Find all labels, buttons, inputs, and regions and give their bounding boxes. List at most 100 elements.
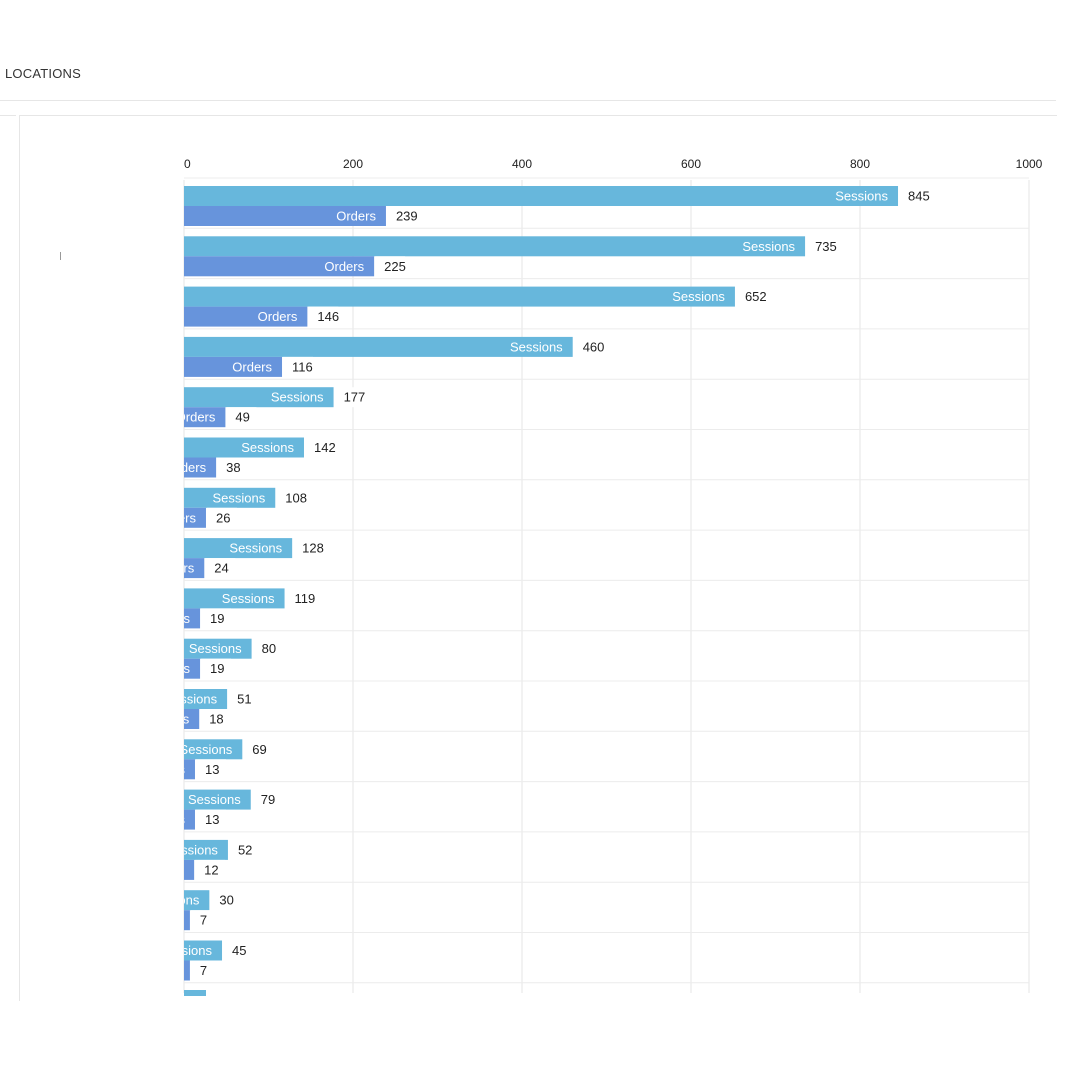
- panel-divider: [0, 115, 16, 116]
- bar-series-label: Sessions: [835, 189, 888, 204]
- bar-value-bg: [200, 709, 231, 729]
- bar-value-bg: [228, 689, 259, 709]
- bar-series-label: Orders: [176, 410, 216, 425]
- bar-series-label: Orders: [149, 712, 189, 727]
- bar-value-bg: [226, 407, 257, 428]
- bar-orders: [184, 709, 200, 729]
- bar-value-label: 128: [302, 541, 324, 556]
- bar-orders: [184, 960, 190, 981]
- bar-series-label: Orders: [145, 812, 185, 827]
- bar-value-bg: [190, 910, 221, 931]
- bar-value-bg: [223, 940, 254, 961]
- bar-series-label: Orders: [324, 259, 364, 274]
- bar-sessions-partial: [184, 990, 206, 996]
- bar-sessions: [184, 286, 735, 307]
- bar-series-label: Orders: [156, 510, 196, 525]
- bar-orders: [184, 910, 190, 931]
- bar-value-label: 13: [205, 812, 219, 827]
- x-tick-label: 600: [681, 157, 701, 171]
- x-tick-label: 1000: [1016, 157, 1043, 171]
- bar-value-label: 146: [317, 309, 339, 324]
- bar-series-label: Sessions: [188, 792, 241, 807]
- bar-value-label: 652: [745, 289, 767, 304]
- bar-series-label: Sessions: [165, 842, 218, 857]
- bar-orders: [184, 759, 195, 780]
- bar-value-label: 30: [219, 893, 233, 908]
- bar-value-label: 735: [815, 239, 837, 254]
- bar-value-bg: [806, 236, 837, 257]
- bar-orders: [184, 306, 308, 327]
- bar-series-label: Orders: [155, 561, 195, 576]
- bar-value-label: 80: [262, 641, 276, 656]
- bar-value-label: 460: [583, 339, 605, 354]
- bar-series-label: Orders: [145, 762, 185, 777]
- bar-value-label: 24: [214, 561, 228, 576]
- bar-value-label: 108: [285, 490, 307, 505]
- bar-series-label: Orders: [140, 913, 180, 928]
- bar-value-bg: [190, 960, 221, 981]
- bar-value-bg: [205, 558, 236, 579]
- bar-value-bg: [334, 387, 365, 408]
- bar-value-bg: [252, 638, 283, 659]
- bar-orders: [184, 507, 206, 528]
- bar-orders: [184, 558, 205, 579]
- bar-sessions: [184, 739, 243, 760]
- bar-value-label: 142: [314, 440, 336, 455]
- bar-value-label: 12: [204, 862, 218, 877]
- bar-value-label: 116: [292, 359, 313, 374]
- bar-sessions: [184, 236, 806, 257]
- bar-orders: [184, 608, 201, 629]
- bar-value-bg: [228, 839, 259, 860]
- bar-value-label: 79: [261, 792, 275, 807]
- bar-series-label: Sessions: [222, 591, 275, 606]
- bar-value-label: 19: [210, 661, 224, 676]
- bar-value-bg: [195, 859, 226, 880]
- bar-value-label: 19: [210, 611, 224, 626]
- bar-value-bg: [243, 739, 274, 760]
- bar-value-label: 69: [252, 742, 266, 757]
- bar-value-label: 7: [200, 913, 207, 928]
- bar-value-label: 225: [384, 259, 406, 274]
- bar-value-bg: [304, 437, 335, 458]
- bar-series-label: Sessions: [189, 641, 242, 656]
- bar-series-label: Orders: [258, 309, 298, 324]
- bar-series-label: Sessions: [229, 541, 282, 556]
- bar-value-label: 239: [396, 209, 418, 224]
- bar-orders: [184, 356, 283, 377]
- bar-series-label: Sessions: [672, 289, 725, 304]
- bar-value-bg: [573, 336, 604, 357]
- bar-sessions: [184, 890, 210, 911]
- bar-value-label: 845: [908, 189, 930, 204]
- bar-series-label: Orders: [232, 359, 272, 374]
- bar-value-label: 119: [295, 591, 316, 606]
- bar-value-bg: [285, 588, 316, 609]
- section-title: LOCATIONS: [5, 66, 81, 81]
- bar-value-bg: [201, 658, 232, 679]
- bar-value-bg: [206, 507, 237, 528]
- bar-value-label: 18: [209, 712, 223, 727]
- bar-value-label: 7: [200, 963, 207, 978]
- bar-series-label: Sessions: [241, 440, 294, 455]
- bar-value-bg: [899, 186, 930, 206]
- bar-value-label: 49: [235, 410, 249, 425]
- bar-orders: [184, 658, 201, 679]
- bar-sessions: [184, 336, 573, 357]
- bar-value-bg: [375, 256, 406, 277]
- bar-orders: [184, 809, 195, 830]
- bar-series-label: Sessions: [147, 893, 200, 908]
- bar-series-label: Sessions: [159, 943, 212, 958]
- bar-value-label: 45: [232, 943, 246, 958]
- bar-sessions: [184, 689, 228, 709]
- bar-series-label: Orders: [336, 209, 376, 224]
- bar-value-bg: [195, 809, 226, 830]
- bar-orders: [184, 407, 226, 428]
- bar-value-bg: [201, 608, 232, 629]
- bar-series-label: Sessions: [742, 239, 795, 254]
- bar-sessions: [184, 387, 334, 408]
- bar-value-bg: [210, 890, 241, 911]
- bar-sessions: [184, 437, 304, 458]
- x-tick-label: 200: [343, 157, 363, 171]
- bar-sessions: [184, 789, 251, 810]
- bar-value-bg: [276, 487, 307, 508]
- x-tick-label: 400: [512, 157, 532, 171]
